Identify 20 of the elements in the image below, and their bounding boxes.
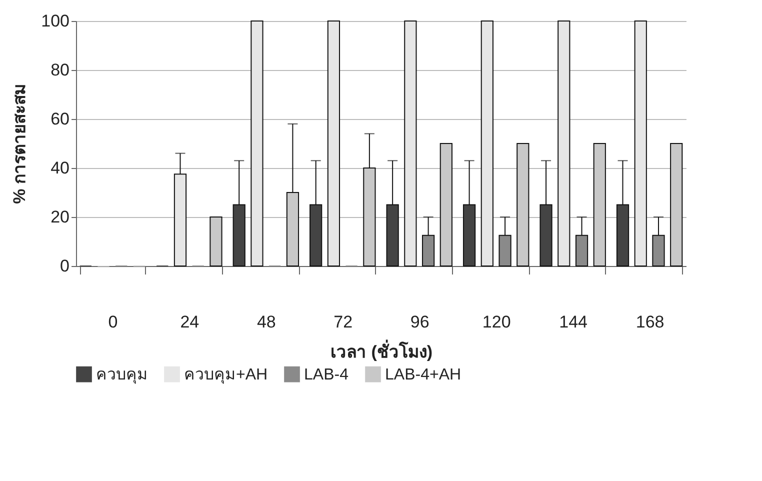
y-tick-label: 80 bbox=[50, 60, 70, 80]
x-tick-label: 120 bbox=[482, 312, 511, 332]
x-tick-label: 0 bbox=[108, 312, 118, 332]
y-tick-label: 60 bbox=[50, 110, 70, 128]
legend-label: LAB-4+AH bbox=[385, 366, 462, 384]
y-tick-label: 0 bbox=[60, 256, 70, 276]
y-tick-label: 20 bbox=[50, 208, 70, 226]
legend-label: ควบคุม bbox=[96, 366, 148, 384]
x-axis-title: เวลา (ชั่วโมง) bbox=[330, 340, 433, 362]
x-tick-label: 72 bbox=[334, 312, 353, 332]
x-tick-label: 168 bbox=[636, 312, 664, 332]
x-tick-label: 144 bbox=[559, 312, 588, 332]
legend-label: LAB-4 bbox=[304, 366, 349, 384]
x-tick-label: 24 bbox=[180, 312, 200, 332]
y-axis-title: % การตายสะสม bbox=[10, 84, 30, 204]
x-tick-label: 48 bbox=[256, 312, 276, 332]
legend-label: ควบคุม+AH bbox=[184, 366, 268, 384]
y-tick-label: 100 bbox=[41, 12, 70, 30]
y-tick-label: 40 bbox=[50, 158, 70, 178]
x-tick-label: 96 bbox=[410, 312, 430, 332]
